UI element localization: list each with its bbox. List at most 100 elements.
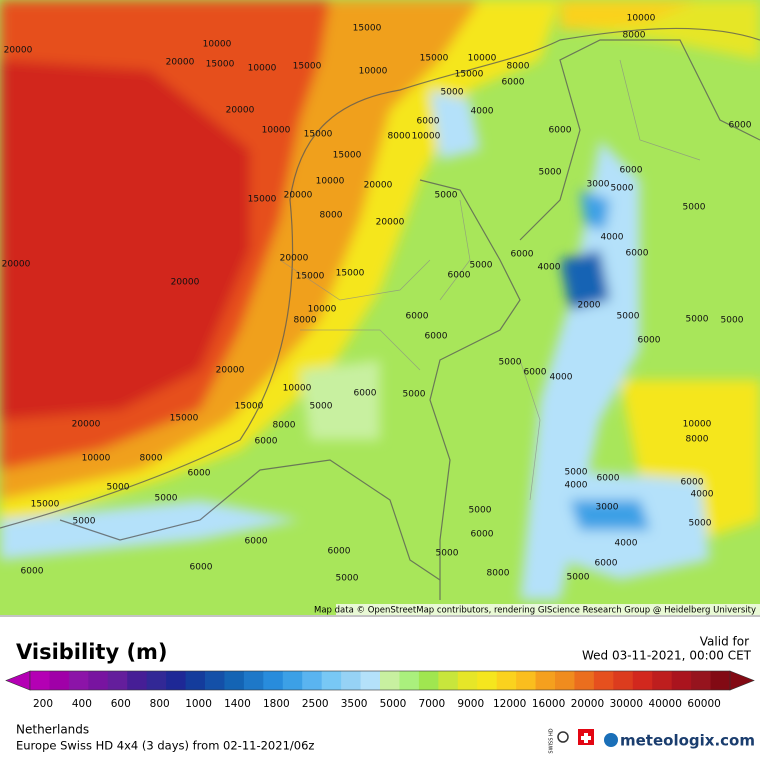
colorbar-swatch: [613, 671, 634, 690]
contour-label: 10000: [82, 454, 111, 464]
contour-label: 5000: [617, 312, 640, 322]
contour-label: 2000: [578, 301, 601, 311]
colorbar-swatch: [263, 671, 284, 690]
colorbar-swatch: [360, 671, 381, 690]
contour-label: 20000: [171, 278, 200, 288]
contour-label: 20000: [376, 218, 405, 228]
contour-label: 15000: [170, 414, 199, 424]
colorbar-tick-label: 9000: [457, 698, 484, 710]
contour-label: 8000: [388, 132, 411, 142]
contour-label: 15000: [420, 54, 449, 64]
contour-label: 6000: [597, 474, 620, 484]
colorbar-swatch: [185, 671, 206, 690]
contour-label: 10000: [683, 420, 712, 430]
contour-label: 15000: [293, 62, 322, 72]
colorbar-swatch: [593, 671, 614, 690]
contour-label: 6000: [328, 547, 351, 557]
contour-label: 6000: [245, 537, 268, 547]
contour-label: 10000: [359, 67, 388, 77]
contour-label: 15000: [31, 500, 60, 510]
colorbar-swatch: [205, 671, 225, 690]
contour-label: 6000: [406, 312, 429, 322]
colorbar-swatch: [30, 671, 50, 690]
contour-label: 8000: [507, 62, 530, 72]
contour-label: 10000: [308, 305, 337, 315]
colorbar-tick-label: 400: [72, 698, 92, 710]
colorbar-swatch: [166, 671, 187, 690]
contour-label: 6000: [188, 469, 211, 479]
colorbar-tick-label: 30000: [610, 698, 643, 710]
contour-label: 6000: [425, 332, 448, 342]
valid-time: Wed 03-11-2021, 00:00 CET: [582, 649, 752, 663]
colorbar-tick-label: 200: [33, 698, 53, 710]
contour-label: 5000: [539, 168, 562, 178]
colorbar-tick-label: 16000: [532, 698, 565, 710]
contour-label: 4000: [550, 373, 573, 383]
contour-label: 8000: [623, 31, 646, 41]
region: Netherlands: [16, 723, 89, 737]
contour-label: 4000: [615, 539, 638, 549]
contour-label: 3000: [587, 180, 610, 190]
contour-label: 10000: [627, 14, 656, 24]
contour-label: 20000: [2, 260, 31, 270]
contour-label: 8000: [140, 454, 163, 464]
contour-label: 15000: [206, 60, 235, 70]
badge: SWISS HD: [549, 728, 555, 753]
contour-label: 4000: [601, 233, 624, 243]
colorbar-tick-label: 3500: [341, 698, 368, 710]
colorbar-swatch: [516, 671, 537, 690]
contour-label: 8000: [686, 435, 709, 445]
contour-label: 10000: [203, 40, 232, 50]
contour-label: 8000: [294, 316, 317, 326]
colorbar-swatch: [107, 671, 128, 690]
contour-label: 6000: [21, 567, 44, 577]
colorbar-swatch: [224, 671, 245, 690]
colorbar-swatch: [49, 671, 70, 690]
contour-label: 6000: [448, 271, 471, 281]
contour-label: 6000: [255, 437, 278, 447]
contour-label: 15000: [333, 151, 362, 161]
contour-label: 15000: [353, 24, 382, 34]
colorbar-swatch: [127, 671, 148, 690]
contour-label: 15000: [336, 269, 365, 279]
colorbar-swatch: [243, 671, 264, 690]
contour-label: 6000: [549, 126, 572, 136]
contour-label: 5000: [565, 468, 588, 478]
contour-label: 6000: [417, 117, 440, 127]
contour-label: 6000: [626, 249, 649, 259]
contour-label: 6000: [190, 563, 213, 573]
contour-label: 6000: [681, 478, 704, 488]
contour-label: 5000: [441, 88, 464, 98]
contour-label: 5000: [499, 358, 522, 368]
contour-label: 6000: [502, 78, 525, 88]
contour-label: 10000: [316, 177, 345, 187]
colorbar-swatch: [574, 671, 595, 690]
colorbar-tick-label: 20000: [571, 698, 604, 710]
contour-label: 5000: [155, 494, 178, 504]
contour-label: 6000: [524, 368, 547, 378]
colorbar-tick-label: 800: [150, 698, 170, 710]
contour-label: 5000: [689, 519, 712, 529]
contour-label: 6000: [638, 336, 661, 346]
contour-label: 5000: [470, 261, 493, 271]
colorbar-tick-label: 600: [111, 698, 131, 710]
colorbar-arrow-right: [729, 670, 755, 691]
colorbar-tick-label: 2500: [302, 698, 329, 710]
contour-label: 15000: [248, 195, 277, 205]
colorbar-swatch: [282, 671, 303, 690]
colorbar-swatch: [691, 671, 712, 690]
contour-label: 5000: [336, 574, 359, 584]
colorbar-swatch: [341, 671, 362, 690]
contour-label: 15000: [296, 272, 325, 282]
contour-label: 20000: [4, 46, 33, 56]
contour-label: 5000: [611, 184, 634, 194]
contour-label: 20000: [284, 191, 313, 201]
colorbar-swatch: [380, 671, 400, 690]
contour-label: 20000: [280, 254, 309, 264]
contour-label: 20000: [364, 181, 393, 191]
contour-label: 5000: [435, 191, 458, 201]
contour-label: 10000: [248, 64, 277, 74]
colorbar-swatch: [710, 671, 731, 690]
